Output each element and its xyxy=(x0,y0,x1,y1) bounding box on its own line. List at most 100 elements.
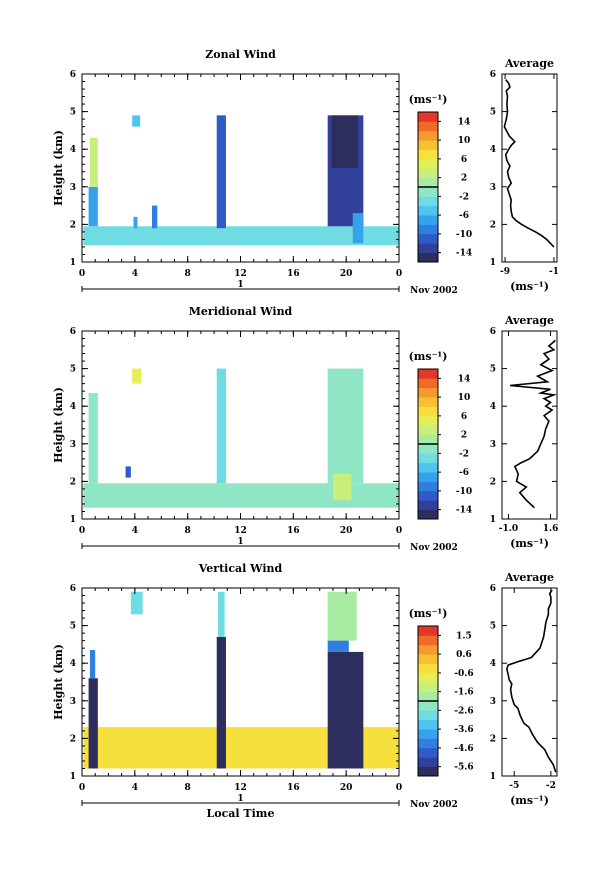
colorbar-tick-label: 2 xyxy=(461,174,467,184)
data-block xyxy=(133,216,138,229)
data-block xyxy=(327,651,364,769)
profile-y-tick-label: 5 xyxy=(490,622,496,632)
profile-y-tick-label: 6 xyxy=(490,584,496,594)
colorbar-tick-label: 10 xyxy=(458,136,471,146)
data-block xyxy=(88,186,98,227)
colorbar-tick-label: -1.6 xyxy=(454,688,473,698)
y-tick-label: 5 xyxy=(70,365,76,375)
colorbar-tick-label: 6 xyxy=(461,412,467,422)
colorbar-tick-label: -10 xyxy=(456,487,472,497)
data-block xyxy=(83,226,399,246)
profile-line xyxy=(510,339,557,509)
profile-x-tick-label: -5 xyxy=(509,781,519,791)
x-tick-label: 4 xyxy=(132,269,138,279)
profile-y-tick-label: 1 xyxy=(490,258,496,268)
x-tick-label: 4 xyxy=(132,526,138,536)
colorbar-segment xyxy=(418,406,438,417)
colorbar-segment xyxy=(418,177,438,188)
month-label: Nov 2002 xyxy=(410,800,458,810)
colorbar-segment xyxy=(418,140,438,150)
colorbar-segment xyxy=(418,397,438,407)
profile-x-axis-label: (ms⁻¹) xyxy=(510,537,549,550)
x-tick-label: 12 xyxy=(234,526,247,536)
colorbar-segment xyxy=(418,644,438,655)
profile-y-tick-label: 4 xyxy=(490,402,496,412)
profile-line xyxy=(506,589,557,773)
y-tick-label: 3 xyxy=(70,697,76,707)
profile-y-tick-label: 4 xyxy=(490,145,496,155)
x-tick-label: 0 xyxy=(396,783,402,793)
day-label: 1 xyxy=(237,537,243,547)
data-block xyxy=(83,483,399,508)
profile-y-tick-label: 5 xyxy=(490,365,496,375)
profile-frame xyxy=(501,73,558,263)
colorbar-segment xyxy=(418,233,438,244)
colorbar-segment xyxy=(418,387,438,398)
colorbar-tick-label: -2 xyxy=(459,192,469,202)
profile-y-tick-label: 2 xyxy=(490,220,496,230)
profile-y-tick-label: 4 xyxy=(490,659,496,669)
y-tick-label: 2 xyxy=(70,734,76,744)
colorbar-segment xyxy=(418,635,438,646)
data-block xyxy=(327,591,357,641)
data-block xyxy=(152,205,158,229)
y-tick-label: 1 xyxy=(70,772,76,782)
colorbar-segment xyxy=(418,415,438,426)
colorbar-unit: (ms⁻¹) xyxy=(409,93,448,106)
colorbar-segment xyxy=(418,500,438,511)
colorbar-segment xyxy=(418,490,438,501)
data-block xyxy=(88,678,98,769)
colorbar-segment xyxy=(418,509,438,520)
y-tick-label: 3 xyxy=(70,440,76,450)
colorbar-segment xyxy=(418,738,438,749)
colorbar-tick-label: 2 xyxy=(461,431,467,441)
profile-title: Average xyxy=(504,57,554,70)
profile-x-tick-label: -2 xyxy=(546,781,556,791)
x-axis-label: Local Time xyxy=(207,807,275,820)
x-tick-label: 16 xyxy=(287,526,300,536)
month-label: Nov 2002 xyxy=(410,286,458,296)
colorbar-segment xyxy=(418,472,438,482)
y-tick-label: 2 xyxy=(70,477,76,487)
panel-title: Zonal Wind xyxy=(205,48,276,61)
x-tick-label: 20 xyxy=(340,783,353,793)
colorbar-tick-label: -2.6 xyxy=(454,706,473,716)
colorbar-segment xyxy=(418,747,438,758)
y-tick-label: 1 xyxy=(70,258,76,268)
colorbar-segment xyxy=(418,710,438,721)
colorbar-tick-label: -6 xyxy=(459,468,469,478)
x-tick-label: 8 xyxy=(185,526,191,536)
colorbar-segment xyxy=(418,672,438,683)
colorbar-segment xyxy=(418,130,438,141)
data-block xyxy=(125,466,131,478)
colorbar-tick-label: -5.6 xyxy=(454,763,473,773)
x-tick-label: 16 xyxy=(287,783,300,793)
profile-x-tick-label: -9 xyxy=(500,267,510,277)
profile-x-axis-label: (ms⁻¹) xyxy=(510,794,549,807)
data-block xyxy=(130,591,143,615)
colorbar-tick-label: -2 xyxy=(459,449,469,459)
colorbar-tick-label: -6 xyxy=(459,211,469,221)
data-block xyxy=(216,636,226,769)
x-tick-label: 12 xyxy=(234,269,247,279)
x-tick-label: 8 xyxy=(185,269,191,279)
data-block xyxy=(88,393,98,484)
colorbar-segment xyxy=(418,224,438,235)
profile-y-tick-label: 3 xyxy=(490,697,496,707)
x-tick-label: 0 xyxy=(79,526,85,536)
colorbar-unit: (ms⁻¹) xyxy=(409,607,448,620)
colorbar-segment xyxy=(418,252,438,263)
colorbar-tick-label: 0.6 xyxy=(456,650,472,660)
x-tick-label: 20 xyxy=(340,269,353,279)
profile-frame xyxy=(501,587,558,777)
profile-x-tick-label: -1.0 xyxy=(499,524,518,534)
profile-y-tick-label: 6 xyxy=(490,327,496,337)
colorbar-segment xyxy=(418,691,438,702)
profile-y-tick-label: 1 xyxy=(490,515,496,525)
y-axis-label: Height (km) xyxy=(52,130,65,206)
y-axis-label: Height (km) xyxy=(52,644,65,720)
profile-y-tick-label: 3 xyxy=(490,183,496,193)
colorbar-segment xyxy=(418,654,438,664)
